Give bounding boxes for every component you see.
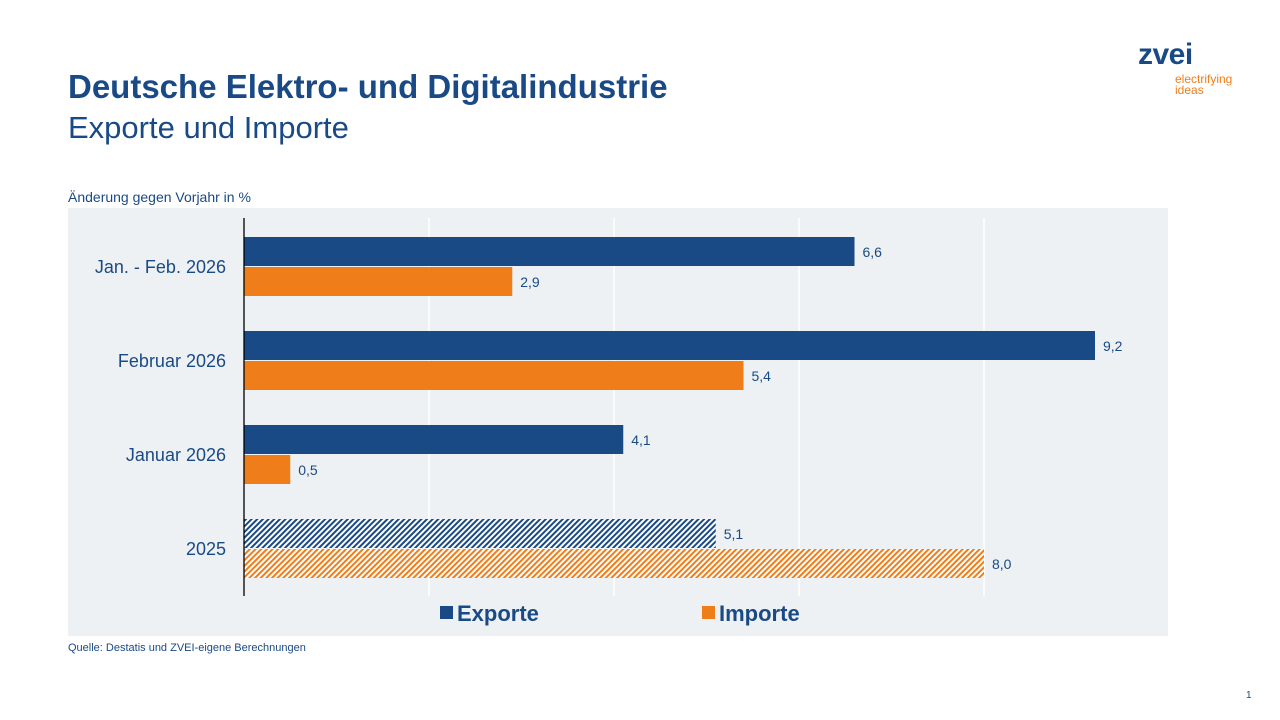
data-label: 8,0 bbox=[992, 556, 1012, 572]
legend-swatch-importe bbox=[702, 606, 715, 619]
logo-tagline: electrifying ideas bbox=[1175, 72, 1233, 97]
bar-exporte bbox=[244, 237, 855, 266]
data-label: 5,4 bbox=[752, 368, 772, 384]
bar-importe bbox=[244, 361, 744, 390]
bar-exporte bbox=[244, 425, 624, 454]
data-label: 0,5 bbox=[298, 462, 318, 478]
page-subtitle: Exporte und Importe bbox=[68, 110, 349, 145]
data-label: 5,1 bbox=[724, 526, 744, 542]
zvei-logo: zvei bbox=[1138, 38, 1193, 71]
bar-exporte bbox=[244, 331, 1095, 360]
page-number: 1 bbox=[1246, 690, 1252, 701]
page-title: Deutsche Elektro- und Digitalindustrie bbox=[68, 68, 668, 105]
data-label: 9,2 bbox=[1103, 338, 1123, 354]
bar-importe bbox=[244, 267, 513, 296]
category-label: Jan. - Feb. 2026 bbox=[95, 257, 226, 277]
bar-exporte bbox=[244, 519, 716, 548]
bar-importe bbox=[244, 455, 291, 484]
source-note: Quelle: Destatis und ZVEI-eigene Berechn… bbox=[68, 642, 306, 654]
legend-swatch-exporte bbox=[440, 606, 453, 619]
category-label: Februar 2026 bbox=[118, 351, 226, 371]
data-label: 6,6 bbox=[863, 244, 883, 260]
legend-label-exporte: Exporte bbox=[457, 601, 539, 626]
category-label: 2025 bbox=[186, 539, 226, 559]
axis-unit-label: Änderung gegen Vorjahr in % bbox=[68, 189, 251, 205]
data-label: 4,1 bbox=[631, 432, 651, 448]
category-label: Januar 2026 bbox=[126, 445, 226, 465]
bar-importe bbox=[244, 549, 984, 578]
data-label: 2,9 bbox=[520, 274, 540, 290]
legend-label-importe: Importe bbox=[719, 601, 800, 626]
